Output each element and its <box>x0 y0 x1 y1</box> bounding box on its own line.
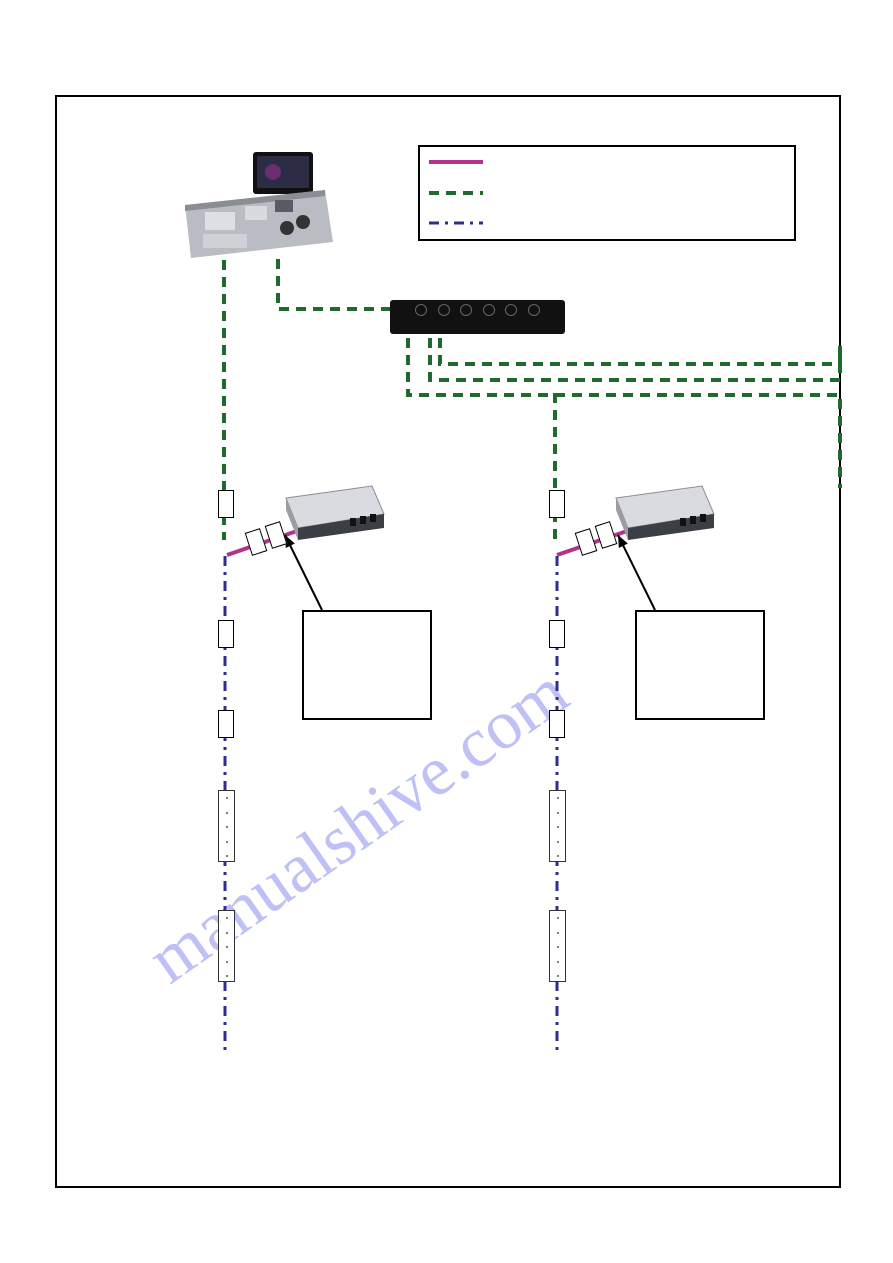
splitter-port-icon <box>528 304 540 316</box>
led-dot-icon <box>226 932 228 934</box>
psu-left <box>280 480 390 540</box>
inline-connector <box>549 490 565 518</box>
legend-swatch-dmx <box>426 183 486 203</box>
inline-connector <box>218 620 234 648</box>
inline-connector <box>218 490 234 518</box>
inline-connector <box>549 620 565 648</box>
legend-row-dmx: DMX cable <box>420 177 794 207</box>
legend-swatch-power <box>426 152 486 172</box>
legend-row-power: Power / PSU cable <box>420 147 794 177</box>
led-fixture <box>549 910 566 982</box>
inline-connector <box>218 710 234 738</box>
splitter-port-icon <box>438 304 450 316</box>
splitter-port-icon <box>505 304 517 316</box>
inline-connector <box>549 710 565 738</box>
led-dot-icon <box>557 797 559 799</box>
led-dot-icon <box>226 826 228 828</box>
led-fixture <box>549 790 566 862</box>
led-dot-icon <box>557 975 559 977</box>
legend-swatch-data <box>426 213 486 233</box>
splitter-port-icon <box>415 304 427 316</box>
page-root: manualshive.com Power / PSU cable DMX ca… <box>0 0 893 1263</box>
led-dot-icon <box>226 917 228 919</box>
led-dot-icon <box>557 855 559 857</box>
led-dot-icon <box>557 841 559 843</box>
led-fixture <box>218 910 235 982</box>
led-dot-icon <box>557 826 559 828</box>
led-dot-icon <box>226 946 228 948</box>
led-fixture <box>218 790 235 862</box>
led-dot-icon <box>226 961 228 963</box>
led-dot-icon <box>226 812 228 814</box>
led-dot-icon <box>557 961 559 963</box>
psu-right <box>610 480 720 540</box>
legend-box: Power / PSU cable DMX cable Data / LED c… <box>418 145 796 241</box>
splitter-port-icon <box>483 304 495 316</box>
led-dot-icon <box>557 946 559 948</box>
legend-row-data: Data / LED cable <box>420 208 794 238</box>
label-box-left <box>302 610 432 720</box>
lighting-console <box>175 150 335 260</box>
label-box-right <box>635 610 765 720</box>
led-dot-icon <box>226 841 228 843</box>
led-dot-icon <box>557 932 559 934</box>
led-dot-icon <box>557 812 559 814</box>
led-dot-icon <box>226 975 228 977</box>
led-dot-icon <box>226 855 228 857</box>
led-dot-icon <box>226 797 228 799</box>
led-dot-icon <box>557 917 559 919</box>
splitter-port-icon <box>460 304 472 316</box>
dmx-splitter <box>390 300 565 334</box>
